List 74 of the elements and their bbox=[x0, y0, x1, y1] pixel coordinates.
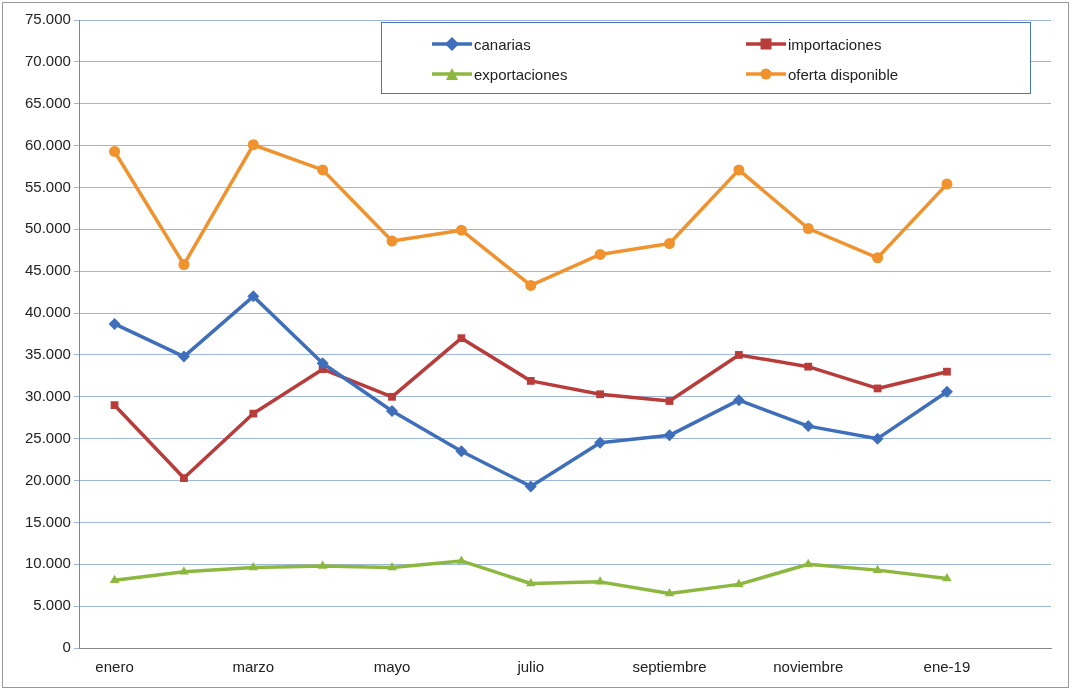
y-tick-label: 70.000 bbox=[24, 52, 71, 70]
point bbox=[249, 409, 258, 418]
x-tick-label: marzo bbox=[232, 658, 275, 676]
x-tick-label: mayo bbox=[373, 658, 411, 676]
point bbox=[871, 432, 884, 445]
legend-label: oferta disponible bbox=[788, 65, 899, 83]
point bbox=[943, 367, 951, 376]
point bbox=[734, 578, 744, 588]
point bbox=[941, 178, 953, 190]
legend-label: importaciones bbox=[788, 35, 882, 53]
x-tick-label: septiembre bbox=[632, 658, 707, 676]
point bbox=[386, 405, 399, 418]
point bbox=[177, 350, 190, 363]
point bbox=[387, 562, 397, 571]
point bbox=[457, 334, 466, 343]
point bbox=[109, 145, 121, 157]
y-tick-label: 50.000 bbox=[24, 219, 71, 237]
point bbox=[317, 164, 329, 176]
y-tick-label: 20.000 bbox=[24, 470, 71, 488]
point bbox=[872, 252, 884, 264]
point bbox=[734, 351, 743, 359]
y-tick-label: 45.000 bbox=[24, 261, 71, 279]
point bbox=[386, 235, 398, 247]
point bbox=[524, 480, 537, 493]
point bbox=[179, 566, 189, 575]
point bbox=[388, 392, 396, 401]
y-tick-label: 10.000 bbox=[24, 554, 71, 572]
point bbox=[526, 377, 535, 385]
point bbox=[802, 223, 814, 234]
point bbox=[595, 576, 605, 585]
point bbox=[872, 564, 883, 573]
x-tick-label: julio bbox=[516, 658, 545, 676]
y-tick-label: 35.000 bbox=[24, 345, 71, 363]
x-tick-label: noviembre bbox=[773, 658, 844, 676]
point bbox=[804, 362, 813, 371]
point bbox=[596, 390, 605, 399]
y-tick-label: 60.000 bbox=[24, 135, 71, 153]
y-tick-label: 40.000 bbox=[24, 303, 71, 321]
point bbox=[525, 279, 537, 291]
point bbox=[108, 317, 121, 330]
point bbox=[663, 238, 675, 250]
point bbox=[525, 578, 536, 587]
y-tick-label: 0 bbox=[62, 638, 71, 656]
x-tick-label: ene-19 bbox=[923, 658, 971, 676]
point bbox=[665, 397, 674, 405]
point bbox=[247, 139, 259, 151]
y-tick-label: 25.000 bbox=[24, 428, 71, 446]
point bbox=[110, 401, 119, 410]
y-tick-label: 65.000 bbox=[24, 93, 71, 111]
y-tick-label: 15.000 bbox=[24, 512, 71, 530]
point bbox=[940, 385, 953, 398]
point bbox=[455, 224, 467, 236]
point bbox=[317, 560, 328, 569]
point bbox=[663, 429, 676, 442]
point bbox=[942, 573, 952, 582]
point bbox=[733, 164, 745, 176]
legend-label: canarias bbox=[474, 35, 531, 53]
point bbox=[802, 420, 815, 433]
point bbox=[178, 259, 190, 270]
point bbox=[109, 574, 120, 583]
y-tick-label: 30.000 bbox=[24, 386, 71, 404]
point bbox=[664, 588, 675, 597]
x-tick-label: enero bbox=[95, 658, 134, 676]
point bbox=[455, 445, 468, 458]
y-tick-label: 75.000 bbox=[24, 10, 71, 28]
legend-label: exportaciones bbox=[474, 65, 568, 83]
y-tick-label: 5.000 bbox=[33, 596, 71, 614]
point bbox=[316, 357, 329, 370]
point bbox=[247, 290, 260, 303]
point bbox=[594, 248, 606, 260]
point bbox=[180, 474, 188, 482]
y-tick-label: 55.000 bbox=[24, 177, 71, 195]
point bbox=[248, 562, 259, 571]
point bbox=[732, 394, 745, 407]
